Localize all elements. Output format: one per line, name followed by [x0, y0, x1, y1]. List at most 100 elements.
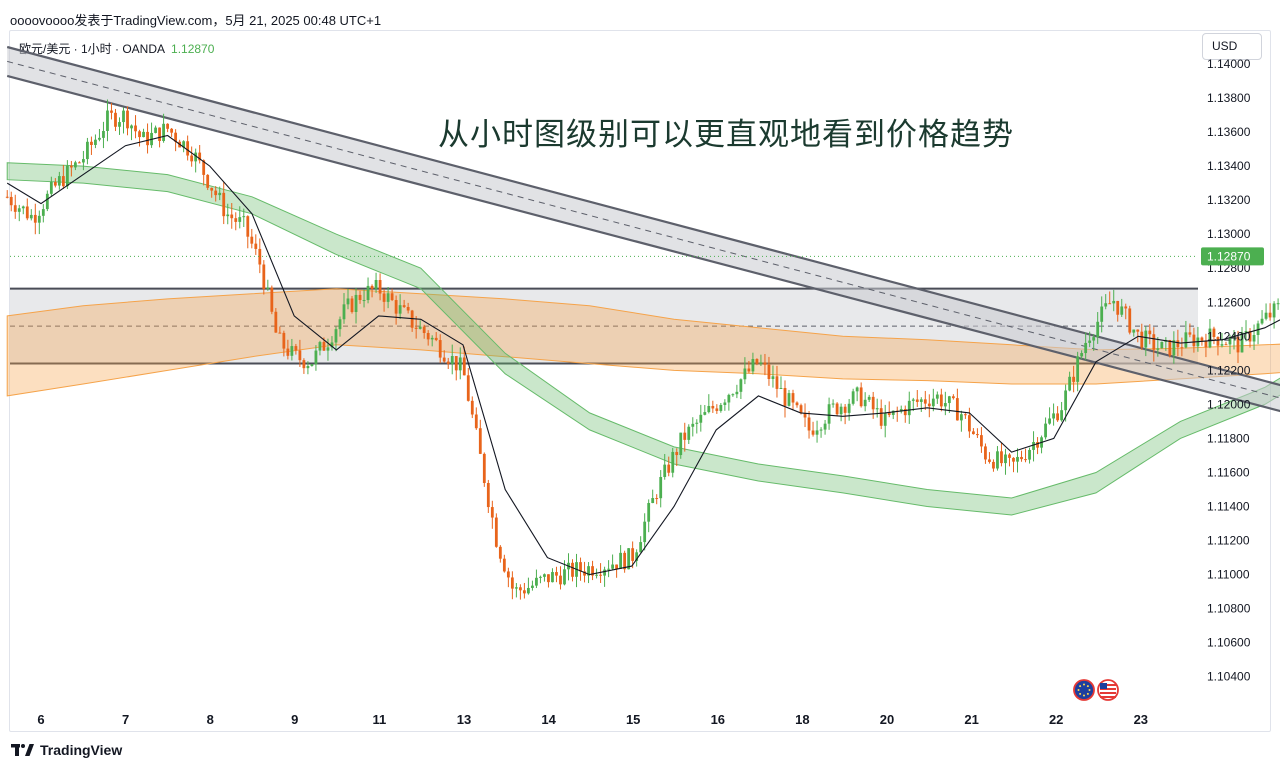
- candle-down: [446, 361, 450, 364]
- candle-down: [486, 482, 490, 508]
- candle-up: [731, 394, 735, 396]
- candle-up: [1144, 330, 1148, 348]
- candle-up: [743, 368, 747, 380]
- candle-down: [1176, 340, 1180, 348]
- y-tick-label: 1.11200: [1207, 534, 1250, 548]
- candle-up: [154, 127, 157, 133]
- candle-up: [57, 176, 61, 186]
- candle-down: [298, 350, 302, 361]
- candle-up: [1208, 328, 1212, 348]
- candle-up: [919, 399, 923, 402]
- candle-down: [807, 417, 811, 431]
- candle-up: [819, 429, 823, 431]
- candle-up: [1160, 341, 1164, 349]
- candle-down: [1180, 347, 1184, 349]
- candle-up: [723, 402, 727, 405]
- candle-up: [94, 139, 97, 145]
- candle-down: [258, 248, 262, 265]
- candle-down: [1200, 337, 1204, 341]
- candle-down: [711, 405, 715, 409]
- candle-up: [238, 217, 242, 222]
- y-tick-label: 1.12200: [1207, 363, 1251, 377]
- candle-down: [655, 498, 659, 500]
- candle-down: [234, 218, 238, 222]
- x-tick-label: 7: [122, 712, 129, 727]
- candle-up: [306, 365, 310, 369]
- y-tick-label: 1.13000: [1207, 227, 1251, 241]
- candle-up: [330, 342, 334, 348]
- candle-up: [1052, 413, 1055, 419]
- candle-up: [41, 209, 45, 216]
- candle-up: [827, 404, 831, 424]
- candle-down: [715, 408, 719, 411]
- candle-up: [45, 193, 49, 210]
- candle-up: [527, 587, 530, 594]
- candle-down: [378, 280, 382, 294]
- symbol-legend: 欧元/美元 · 1小时 · OANDA 1.12870: [19, 40, 214, 57]
- candle-down: [438, 340, 442, 358]
- candle-up: [21, 206, 25, 209]
- candle-up: [943, 403, 947, 407]
- candle-down: [1116, 300, 1120, 315]
- candle-up: [831, 403, 835, 405]
- candle-down: [270, 287, 274, 312]
- eu-flag-star: [1083, 694, 1085, 697]
- candle-down: [915, 399, 919, 402]
- candle-up: [1076, 356, 1080, 382]
- us-flag-canton: [1100, 683, 1107, 689]
- us-flag-icon[interactable]: [1097, 679, 1119, 701]
- candle-down: [274, 311, 278, 333]
- candle-up: [1048, 418, 1051, 424]
- candle-down: [923, 399, 927, 404]
- candle-up: [362, 300, 366, 302]
- y-tick-label: 1.13200: [1207, 193, 1251, 207]
- candle-down: [992, 461, 995, 469]
- candle-down: [968, 415, 971, 432]
- candle-down: [146, 131, 149, 146]
- candle-up: [458, 357, 462, 371]
- candle-down: [1036, 442, 1039, 448]
- candle-down: [1124, 306, 1128, 309]
- candle-down: [887, 412, 891, 415]
- candle-down: [394, 300, 398, 314]
- candle-down: [927, 403, 931, 407]
- candle-down: [69, 165, 73, 168]
- candle-down: [791, 393, 795, 403]
- candle-up: [651, 498, 655, 504]
- candle-down: [53, 182, 57, 186]
- candle-down: [370, 285, 374, 289]
- candle-down: [783, 388, 787, 406]
- candle-down: [402, 305, 406, 307]
- candle-up: [691, 423, 695, 427]
- y-tick-label: 1.12600: [1207, 295, 1251, 309]
- candle-up: [1096, 321, 1100, 338]
- candle-down: [198, 152, 202, 161]
- eu-flag-icon[interactable]: [1073, 679, 1095, 701]
- candle-down: [591, 566, 594, 576]
- x-tick-label: 23: [1134, 712, 1148, 727]
- candle-down: [1008, 454, 1011, 458]
- candle-up: [663, 464, 667, 477]
- candle-down: [78, 162, 81, 164]
- us-flag-stripe: [1100, 692, 1116, 694]
- candle-down: [599, 574, 602, 576]
- candle-up: [398, 305, 402, 314]
- candle-up: [735, 391, 739, 395]
- candle-down: [1168, 340, 1172, 356]
- currency-button[interactable]: USD: [1202, 33, 1262, 60]
- candle-down: [114, 112, 117, 127]
- candle-up: [374, 280, 378, 289]
- candle-up: [996, 451, 999, 469]
- candle-up: [855, 387, 859, 392]
- candle-down: [1128, 308, 1132, 333]
- candle-up: [931, 398, 935, 407]
- eu-flag-star: [1079, 692, 1082, 695]
- fast-moving-average-line: [6, 134, 1280, 576]
- green-ma-band: [6, 162, 1280, 516]
- candle-up: [1064, 390, 1068, 411]
- candle-up: [29, 214, 33, 219]
- candle-up: [318, 342, 322, 351]
- candle-down: [631, 548, 635, 561]
- candle-down: [33, 214, 37, 223]
